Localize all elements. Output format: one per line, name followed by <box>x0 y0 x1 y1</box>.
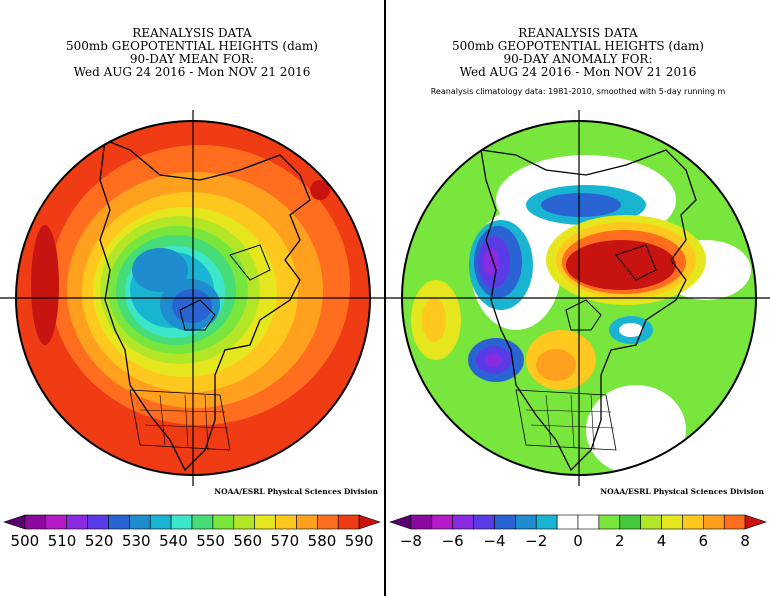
right-colorbar <box>389 514 767 530</box>
left-colorbar-swatch <box>24 514 47 530</box>
left-colorbar-swatch <box>337 514 360 530</box>
left-colorbar-swatch <box>170 514 193 530</box>
right-colorbar-tick-label: 8 <box>740 532 750 550</box>
left-title-line-2: 500mb GEOPOTENTIAL HEIGHTS (dam) <box>66 39 318 53</box>
left-colorbar-swatch <box>233 514 255 530</box>
right-subtitle-note: Reanalysis climatology data: 1981-2010, … <box>430 87 726 96</box>
left-colorbar-swatch <box>358 514 381 530</box>
left-colorbar-swatch <box>108 514 130 530</box>
left-colorbar-tick-label: 580 <box>307 532 337 550</box>
right-polar-map <box>386 110 770 486</box>
left-colorbar-tick-label: 590 <box>344 532 374 550</box>
right-colorbar-tick-label: 2 <box>614 532 625 550</box>
left-colorbar-swatch <box>296 514 318 530</box>
right-colorbar-tick-label: −2 <box>525 532 548 550</box>
right-colorbar-swatch <box>535 514 558 530</box>
left-colorbar-tick-label: 560 <box>233 532 263 550</box>
right-colorbar-tick-label: −8 <box>399 532 422 550</box>
right-colorbar-tick-label: −6 <box>441 532 464 550</box>
right-colorbar-swatch <box>744 514 767 530</box>
right-colorbar-swatch <box>661 514 683 530</box>
right-colorbar-tick-label: 0 <box>573 532 583 550</box>
left-title-line-1: REANALYSIS DATA <box>132 26 252 40</box>
left-colorbar-swatch <box>317 514 339 530</box>
left-colorbar <box>3 514 381 530</box>
right-panel-anomaly: REANALYSIS DATA 500mb GEOPOTENTIAL HEIGH… <box>386 0 770 596</box>
left-panel-mean: REANALYSIS DATA 500mb GEOPOTENTIAL HEIGH… <box>0 0 384 596</box>
left-colorbar-tick-label: 500 <box>10 532 40 550</box>
left-credit: NOAA/ESRL Physical Sciences Division <box>214 487 378 496</box>
right-colorbar-swatch <box>598 514 621 530</box>
left-colorbar-swatch <box>129 514 151 530</box>
left-title-line-4: Wed AUG 24 2016 - Mon NOV 21 2016 <box>73 65 311 79</box>
right-credit: NOAA/ESRL Physical Sciences Division <box>600 487 764 496</box>
right-colorbar-swatch <box>640 514 662 530</box>
left-colorbar-swatch <box>87 514 109 530</box>
right-colorbar-swatch <box>515 514 537 530</box>
right-colorbar-tick-label: 6 <box>698 532 709 550</box>
right-colorbar-swatch <box>577 514 600 530</box>
left-colorbar-swatch <box>149 514 172 530</box>
left-colorbar-tick-label: 510 <box>47 532 77 550</box>
left-colorbar-swatch <box>45 514 67 530</box>
right-colorbar-swatch <box>410 514 433 530</box>
left-polar-map <box>0 110 384 486</box>
left-colorbar-tick-label: 530 <box>121 532 151 550</box>
panel-divider <box>384 0 386 596</box>
left-colorbar-swatch <box>254 514 276 530</box>
right-colorbar-tick-label: 4 <box>656 532 667 550</box>
right-colorbar-tick-label: −4 <box>483 532 506 550</box>
left-colorbar-tick-label: 550 <box>196 532 225 550</box>
left-colorbar-tick-label: 520 <box>84 532 114 550</box>
right-colorbar-swatch <box>494 514 516 530</box>
left-colorbar-swatch <box>66 514 88 530</box>
left-colorbar-swatch <box>191 514 214 530</box>
left-colorbar-tick-label: 570 <box>270 532 300 550</box>
right-colorbar-swatch <box>452 514 474 530</box>
right-title-line-3: 90-DAY ANOMALY FOR: <box>503 52 653 66</box>
left-colorbar-swatch <box>275 514 297 530</box>
right-colorbar-swatch <box>389 514 412 530</box>
right-title-line-2: 500mb GEOPOTENTIAL HEIGHTS (dam) <box>452 39 704 53</box>
right-colorbar-swatch <box>619 514 641 530</box>
right-colorbar-swatch <box>431 514 453 530</box>
left-colorbar-swatch <box>3 514 26 530</box>
left-colorbar-swatch <box>212 514 235 530</box>
right-colorbar-swatch <box>682 514 704 530</box>
right-title-line-4: Wed AUG 24 2016 - Mon NOV 21 2016 <box>459 65 697 79</box>
right-colorbar-swatch <box>723 514 746 530</box>
right-colorbar-swatch <box>556 514 579 530</box>
left-title-line-3: 90-DAY MEAN FOR: <box>129 52 255 66</box>
right-title-line-1: REANALYSIS DATA <box>518 26 638 40</box>
left-colorbar-tick-label: 540 <box>159 532 188 550</box>
right-colorbar-swatch <box>473 514 495 530</box>
right-colorbar-swatch <box>703 514 725 530</box>
